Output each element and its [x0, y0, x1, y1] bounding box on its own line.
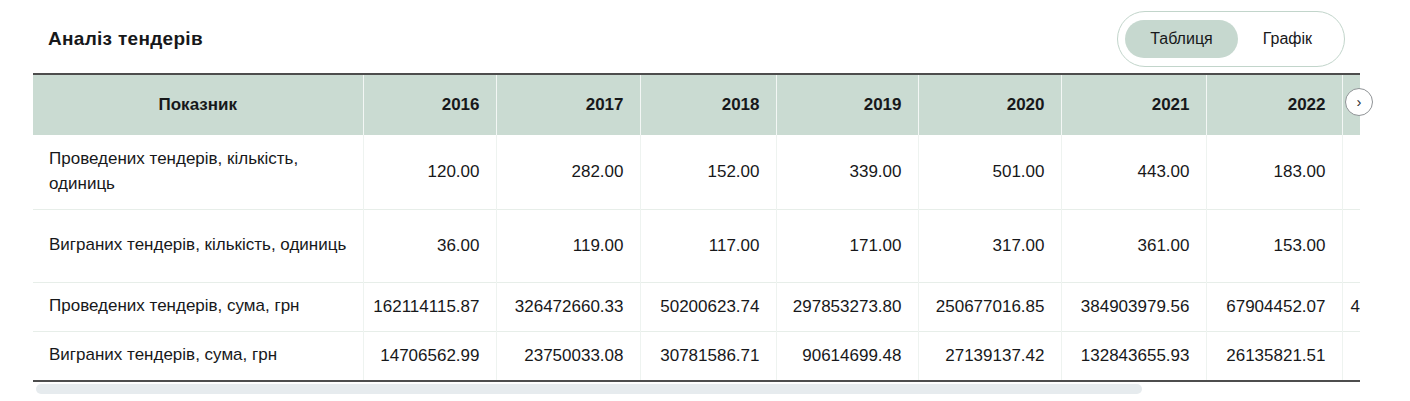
- table-row: Проведених тендерів, сума, грн 162114115…: [33, 282, 1360, 331]
- row-label: Виграних тендерів, сума, грн: [33, 331, 363, 380]
- horizontal-scrollbar-track[interactable]: [33, 384, 1360, 394]
- column-header-2021: 2021: [1061, 75, 1206, 135]
- scroll-next-column-button[interactable]: ›: [1345, 88, 1373, 116]
- row-label: Виграних тендерів, кількість, одиниць: [33, 209, 363, 282]
- cell-value: 443.00: [1061, 135, 1206, 209]
- column-header-2022: 2022: [1206, 75, 1342, 135]
- cell-value: 171.00: [776, 209, 918, 282]
- toggle-chart-view[interactable]: Графік: [1238, 20, 1337, 58]
- view-mode-toggle: Таблиця Графік: [1117, 11, 1345, 67]
- cell-value: 50200623.74: [640, 282, 776, 331]
- tenders-table-container: Показник 2016 2017 2018 2019 2020 2021 2…: [33, 73, 1360, 382]
- cell-value: 67904452.07: [1206, 282, 1342, 331]
- cell-value: 132843655.93: [1061, 331, 1206, 380]
- cell-value: 14706562.99: [363, 331, 496, 380]
- cell-value: 30781586.71: [640, 331, 776, 380]
- cell-value: 26135821.51: [1206, 331, 1342, 380]
- cell-value: 152.00: [640, 135, 776, 209]
- horizontal-scrollbar-thumb[interactable]: [36, 384, 1142, 394]
- cell-value: 119.00: [496, 209, 640, 282]
- top-bar: Аналіз тендерів Таблиця Графік: [0, 0, 1410, 70]
- chevron-right-icon: ›: [1357, 94, 1362, 109]
- row-label: Проведених тендерів, сума, грн: [33, 282, 363, 331]
- cell-value: 317.00: [918, 209, 1061, 282]
- page-title: Аналіз тендерів: [48, 28, 203, 50]
- tenders-table: Показник 2016 2017 2018 2019 2020 2021 2…: [33, 75, 1360, 380]
- cell-value: 183.00: [1206, 135, 1342, 209]
- column-header-2019: 2019: [776, 75, 918, 135]
- cell-value: 384903979.56: [1061, 282, 1206, 331]
- cell-value: 297853273.80: [776, 282, 918, 331]
- toggle-table-view[interactable]: Таблиця: [1125, 20, 1238, 58]
- cell-value: 23750033.08: [496, 331, 640, 380]
- cell-value: 501.00: [918, 135, 1061, 209]
- column-header-2018: 2018: [640, 75, 776, 135]
- table-row: Виграних тендерів, сума, грн 14706562.99…: [33, 331, 1360, 380]
- table-header-row: Показник 2016 2017 2018 2019 2020 2021 2…: [33, 75, 1360, 135]
- column-header-2016: 2016: [363, 75, 496, 135]
- cell-value-partial: 4: [1342, 282, 1360, 331]
- cell-value-partial: [1342, 135, 1360, 209]
- cell-value: 27139137.42: [918, 331, 1061, 380]
- cell-value: 117.00: [640, 209, 776, 282]
- column-header-indicator: Показник: [33, 75, 363, 135]
- table-row: Проведених тендерів, кількість, одиниць …: [33, 135, 1360, 209]
- cell-value-partial: [1342, 331, 1360, 380]
- cell-value: 339.00: [776, 135, 918, 209]
- cell-value: 90614699.48: [776, 331, 918, 380]
- column-header-2017: 2017: [496, 75, 640, 135]
- table-row: Виграних тендерів, кількість, одиниць 36…: [33, 209, 1360, 282]
- cell-value: 250677016.85: [918, 282, 1061, 331]
- cell-value: 326472660.33: [496, 282, 640, 331]
- cell-value: 36.00: [363, 209, 496, 282]
- cell-value: 282.00: [496, 135, 640, 209]
- cell-value: 162114115.87: [363, 282, 496, 331]
- cell-value: 361.00: [1061, 209, 1206, 282]
- cell-value-partial: [1342, 209, 1360, 282]
- cell-value: 120.00: [363, 135, 496, 209]
- column-header-2020: 2020: [918, 75, 1061, 135]
- cell-value: 153.00: [1206, 209, 1342, 282]
- row-label: Проведених тендерів, кількість, одиниць: [33, 135, 363, 209]
